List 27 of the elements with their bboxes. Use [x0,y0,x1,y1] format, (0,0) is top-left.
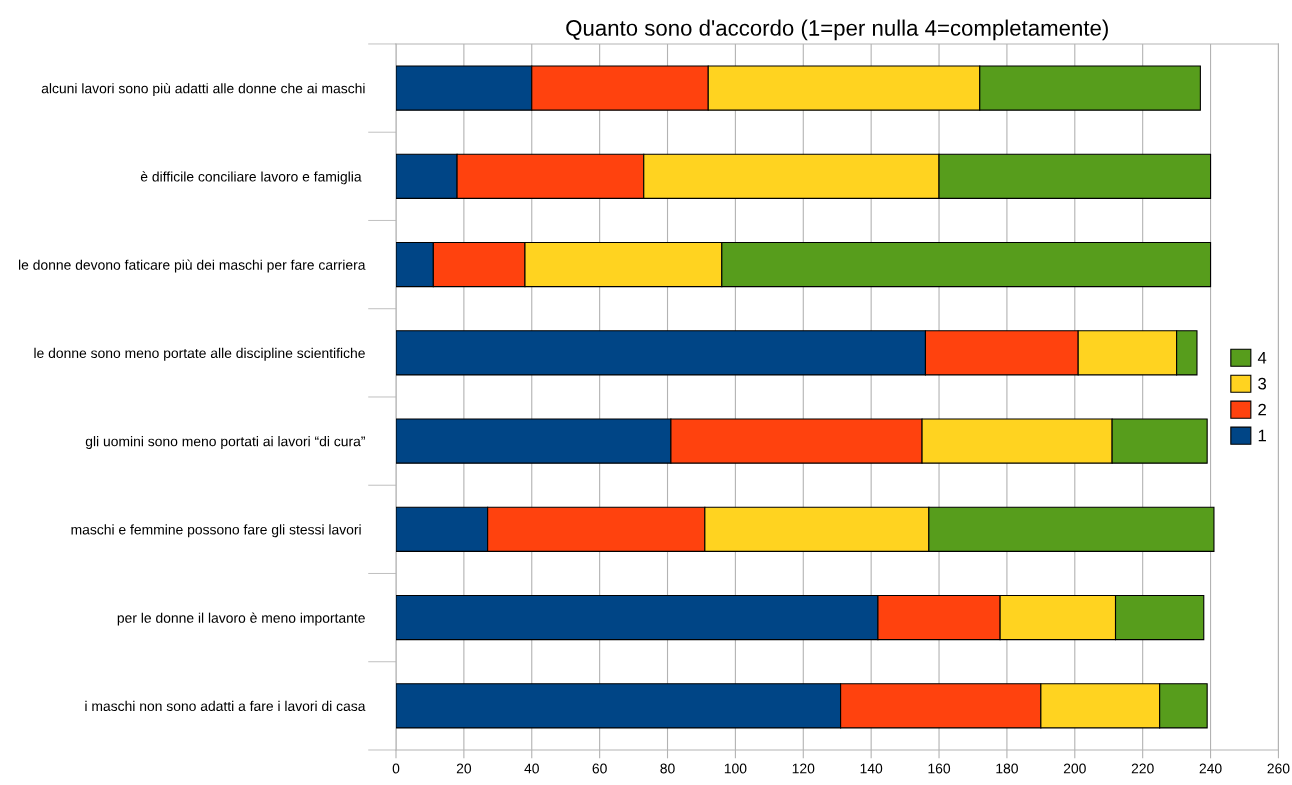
y-tick-label: le donne devono faticare più dei maschi per fare carriera [18,259,366,273]
x-tick-label: 220 [1131,763,1154,774]
x-tick-label: 40 [524,763,539,774]
x-tick-label: 140 [860,763,883,774]
y-tick-label: gli uomini sono meno portati ai lavori “di cura” [85,436,365,450]
y-tick-label: è difficile conciliare lavoro e famiglia [140,171,362,185]
x-tick-label: 160 [928,763,951,774]
x-tick-label: 120 [792,763,815,774]
x-tick-label: 0 [392,763,400,774]
legend-label: 2 [1258,403,1266,416]
x-tick-label: 100 [724,763,747,774]
y-tick-label: le donne sono meno portate alle discipline scientifiche [34,347,365,361]
legend-label: 4 [1257,351,1267,364]
x-tick-label: 260 [1267,763,1290,774]
x-tick-label: 180 [996,763,1018,774]
y-tick-label: per le donne il lavoro è meno importante [117,612,365,626]
chart-title: Quanto sono d'accordo (1=per nulla 4=completamente) [566,19,1108,41]
x-tick-label: 240 [1199,763,1222,774]
y-tick-label: alcuni lavori sono più adatti alle donne che ai maschi [41,82,365,97]
x-tick-label: 80 [660,763,675,774]
y-tick-label: maschi e femmine possono fare gli stessi lavori [71,524,361,538]
y-tick-label: i maschi non sono adatti a fare i lavori di casa [85,700,366,712]
x-tick-label: 60 [592,763,607,774]
legend-label: 1 [1258,429,1266,442]
x-tick-label: 200 [1063,763,1086,774]
legend-label: 3 [1258,377,1267,390]
x-tick-label: 20 [456,763,472,774]
